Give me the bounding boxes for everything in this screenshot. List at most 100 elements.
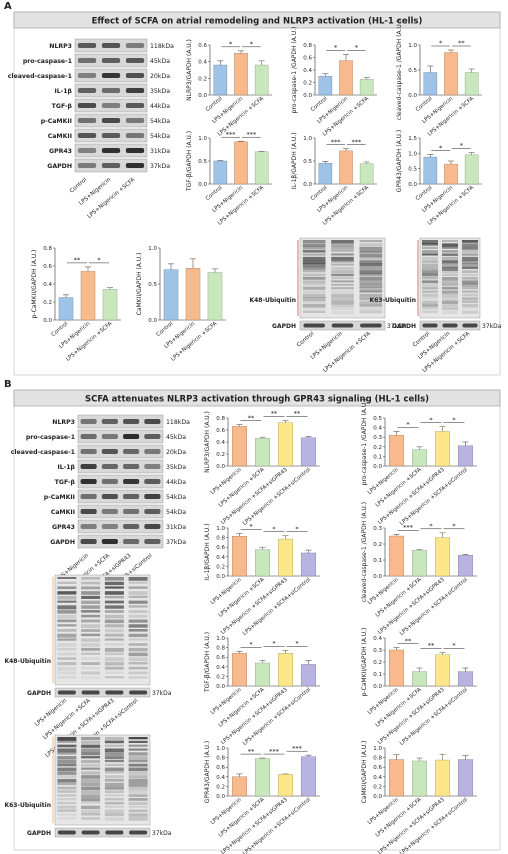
smear-band <box>422 270 438 275</box>
smear-band <box>128 605 148 608</box>
bar <box>359 163 374 185</box>
significance-label: *** <box>403 524 414 532</box>
blot-band <box>80 419 97 424</box>
smear-band <box>422 253 438 256</box>
y-tick-label: 0.8 <box>216 756 225 762</box>
protein-label: CaMKII <box>48 133 72 140</box>
protein-label: IL-1β <box>57 464 75 471</box>
smear-band <box>302 246 326 250</box>
smear-band <box>462 266 478 270</box>
bar <box>434 431 451 467</box>
blot-band <box>144 479 161 484</box>
smear-band <box>57 629 77 632</box>
smear-band <box>331 256 354 261</box>
smear-band <box>442 253 458 256</box>
panel-letter: B <box>4 379 12 390</box>
smear-band <box>442 287 458 290</box>
bar <box>457 445 474 467</box>
bar <box>434 537 451 577</box>
smear-band <box>81 647 101 651</box>
protein-label: cleaved-caspase-1 <box>11 449 75 456</box>
smear-band <box>359 263 383 267</box>
x-tick-label: Control <box>310 185 329 202</box>
significance-label: * <box>429 522 433 530</box>
smear-band <box>302 253 326 256</box>
significance-label: * <box>439 39 443 47</box>
smear-band <box>331 297 354 301</box>
ubiquitin-label: K48-Ubiquitin <box>4 658 51 665</box>
blot-band <box>125 133 145 138</box>
smear-band <box>81 759 101 763</box>
blot-band <box>125 73 145 78</box>
smear-band <box>442 290 458 294</box>
size-label: 31kDa <box>150 148 170 155</box>
smear-band <box>104 786 124 790</box>
smear-band <box>81 666 101 670</box>
y-tick-label: 0.8 <box>303 43 312 49</box>
smear-band <box>57 633 77 638</box>
blot-band <box>144 494 161 499</box>
protein-label: GAPDH <box>47 163 72 170</box>
y-tick-label: 0.0 <box>198 182 207 188</box>
smear-band <box>442 303 458 308</box>
x-tick-label: Control <box>205 185 224 202</box>
y-tick-label: 0.4 <box>198 60 207 66</box>
significance-label: * <box>272 640 276 648</box>
smear-band <box>57 581 77 584</box>
smear-band <box>57 624 77 627</box>
smear-band <box>128 801 148 806</box>
smear-band <box>81 790 101 794</box>
blot-band <box>101 43 121 48</box>
x-tick-label: Control <box>415 96 434 113</box>
bar <box>102 289 118 321</box>
y-tick-label: 0.0 <box>43 318 52 324</box>
smear-band <box>128 782 148 787</box>
blot-band <box>77 148 97 153</box>
smear-band <box>422 243 438 246</box>
smear-band <box>128 813 148 817</box>
significance-label: * <box>229 40 233 48</box>
smear-band <box>422 277 438 280</box>
y-tick-label: 0.4 <box>373 426 382 432</box>
significance-label: ** <box>458 39 465 47</box>
smear-band <box>81 662 101 665</box>
y-axis-label: CaMKII/GAPDH (A.U.) <box>136 253 143 316</box>
y-tick-label: 1.0 <box>216 746 225 752</box>
protein-label: GAPDH <box>50 539 75 546</box>
blot-band <box>101 434 118 439</box>
smear-band <box>442 300 458 304</box>
smear-band <box>442 266 458 271</box>
y-tick-label: 0.8 <box>216 646 225 652</box>
smear-band <box>81 756 101 759</box>
smear-band <box>302 277 326 280</box>
size-label: 37kDa <box>166 539 186 546</box>
y-tick-label: 0.6 <box>216 428 225 434</box>
smear-band <box>331 303 354 308</box>
bar <box>388 759 405 797</box>
smear-band <box>462 293 478 297</box>
smear-band <box>81 767 101 770</box>
size-label: 44kDa <box>166 479 186 486</box>
x-tick-label: Control <box>155 321 174 338</box>
y-tick-label: 0.2 <box>373 445 382 451</box>
bar <box>163 269 179 321</box>
blot-band <box>80 449 97 454</box>
smear-band <box>128 771 148 775</box>
smear-band <box>104 591 124 595</box>
smear-band <box>359 300 383 305</box>
bar <box>359 79 374 96</box>
smear-band <box>104 809 124 814</box>
y-tick-label: 0.4 <box>303 68 312 74</box>
smear-band <box>359 260 383 264</box>
smear-band <box>104 790 124 794</box>
smear-band <box>302 293 326 298</box>
y-tick-label: 0.0 <box>408 182 417 188</box>
blot-band <box>125 148 145 153</box>
blot-band <box>144 449 161 454</box>
smear-band <box>331 283 354 286</box>
bar <box>318 76 333 96</box>
smear-band <box>331 250 354 253</box>
bar <box>231 653 248 687</box>
smear-band <box>104 740 124 744</box>
smear-band <box>462 250 478 253</box>
